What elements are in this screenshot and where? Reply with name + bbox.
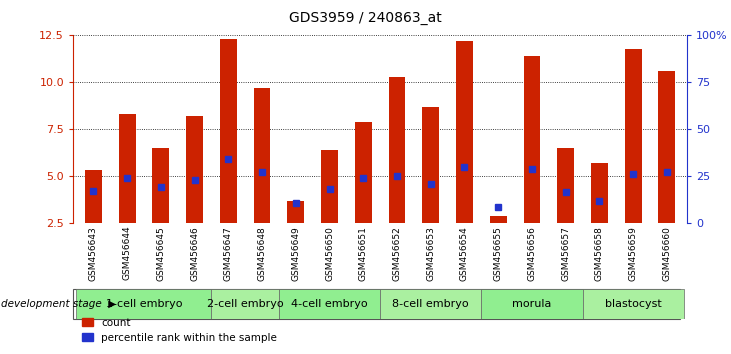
Bar xyxy=(659,71,675,223)
Text: 8-cell embryo: 8-cell embryo xyxy=(393,298,469,309)
Text: 1-cell embryo: 1-cell embryo xyxy=(106,298,182,309)
Bar xyxy=(321,150,338,223)
Bar xyxy=(279,289,380,319)
Bar xyxy=(287,200,304,223)
Text: development stage  ▶: development stage ▶ xyxy=(1,298,116,309)
Bar xyxy=(380,289,481,319)
Text: morula: morula xyxy=(512,298,552,309)
Bar xyxy=(254,88,270,223)
Bar xyxy=(423,107,439,223)
Text: 2-cell embryo: 2-cell embryo xyxy=(207,298,284,309)
Bar xyxy=(118,114,135,223)
Bar xyxy=(152,148,170,223)
Bar xyxy=(355,122,371,223)
Bar xyxy=(625,48,642,223)
Bar xyxy=(456,41,473,223)
Bar xyxy=(557,148,574,223)
Legend: count, percentile rank within the sample: count, percentile rank within the sample xyxy=(78,314,281,347)
Text: blastocyst: blastocyst xyxy=(605,298,662,309)
Bar xyxy=(211,289,279,319)
Bar xyxy=(481,289,583,319)
Text: GDS3959 / 240863_at: GDS3959 / 240863_at xyxy=(289,11,442,25)
Bar xyxy=(85,171,102,223)
Bar xyxy=(490,216,507,223)
Text: 4-cell embryo: 4-cell embryo xyxy=(291,298,368,309)
Bar xyxy=(389,77,406,223)
Bar xyxy=(591,163,608,223)
Bar xyxy=(220,39,237,223)
Bar xyxy=(583,289,683,319)
Bar xyxy=(186,116,203,223)
Bar xyxy=(523,56,540,223)
Bar xyxy=(77,289,211,319)
